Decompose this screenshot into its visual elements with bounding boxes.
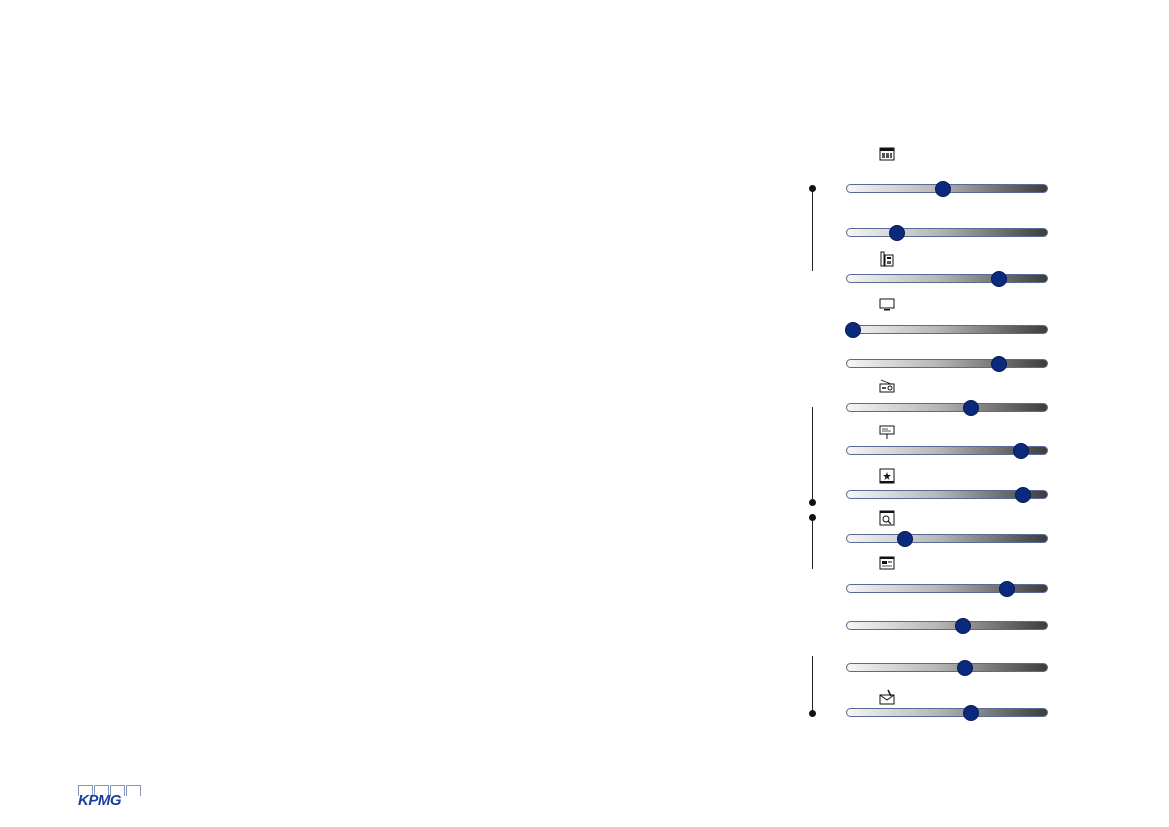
slider-9-handle[interactable] (897, 530, 913, 547)
mail-icon (879, 689, 895, 705)
slider-7-handle[interactable] (1013, 442, 1029, 459)
tv-icon (879, 298, 895, 311)
group-connector-2 (812, 407, 813, 502)
slider-11-handle[interactable] (955, 617, 971, 634)
group-dot-3 (809, 514, 816, 521)
slider-13-handle[interactable] (963, 704, 979, 721)
slider-6-handle[interactable] (963, 399, 979, 416)
slider-12-handle[interactable] (957, 659, 973, 676)
logo-text: KPMG (78, 792, 122, 809)
slider-5-handle[interactable] (991, 355, 1007, 372)
slider-1-handle[interactable] (935, 180, 951, 197)
slider-11-track[interactable] (846, 617, 1048, 634)
slider-7-track[interactable] (846, 442, 1048, 459)
slider-10-track[interactable] (846, 580, 1048, 597)
phone-icon (880, 251, 894, 267)
slider-12-track[interactable] (846, 659, 1048, 676)
group-dot-4 (809, 710, 816, 717)
slider-2-handle[interactable] (889, 224, 905, 241)
billboard-icon (879, 425, 895, 439)
slider-4-handle[interactable] (845, 321, 861, 338)
group-connector-4 (812, 656, 813, 713)
cinema-icon (879, 468, 895, 484)
logo-boxes (78, 785, 142, 796)
radio-icon (879, 379, 895, 393)
group-dot-2 (809, 499, 816, 506)
slider-10-handle[interactable] (999, 580, 1015, 597)
newspaper-icon (879, 147, 895, 161)
slider-9-track[interactable] (846, 530, 1048, 547)
slider-3-track[interactable] (846, 270, 1048, 287)
search-icon (879, 510, 895, 526)
slider-8-handle[interactable] (1015, 486, 1031, 503)
kpmg-logo: KPMG (78, 785, 142, 808)
slider-5-track[interactable] (846, 355, 1048, 372)
group-connector-3 (812, 517, 813, 569)
slider-6-track[interactable] (846, 399, 1048, 416)
group-connector-1 (812, 188, 813, 271)
slider-4-track[interactable] (845, 321, 1048, 338)
slider-13-track[interactable] (846, 704, 1048, 721)
slider-8-track[interactable] (846, 486, 1048, 503)
slider-3-handle[interactable] (991, 270, 1007, 287)
slider-1-track[interactable] (846, 180, 1048, 197)
group-dot-1 (809, 185, 816, 192)
website-icon (879, 556, 895, 570)
slider-2-track[interactable] (846, 224, 1048, 241)
